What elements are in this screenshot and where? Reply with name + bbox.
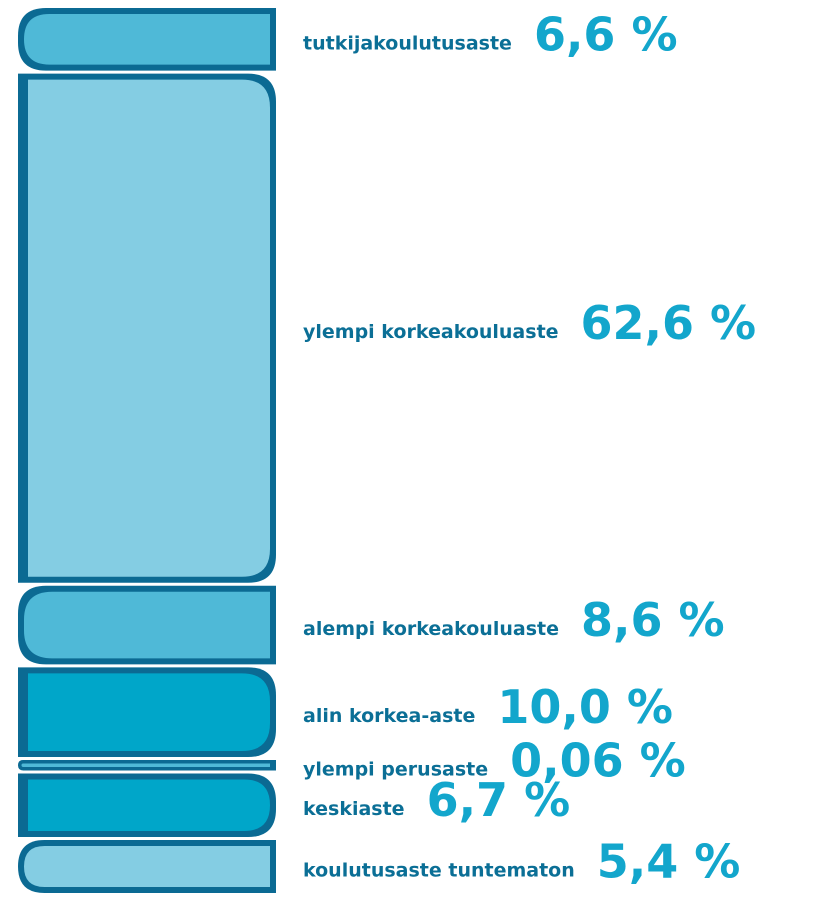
book — [18, 586, 276, 665]
value-label: 6,6 % — [534, 7, 678, 61]
book-label: ylempi korkeakouluaste 62,6 % — [303, 296, 756, 350]
book — [18, 774, 276, 837]
book — [18, 8, 276, 71]
value-label: 10,0 % — [497, 680, 673, 734]
book-pages — [24, 592, 270, 659]
value-label: 5,4 % — [597, 834, 741, 888]
book-pages — [24, 14, 270, 65]
book-pages — [21, 764, 270, 767]
book-pages — [28, 780, 270, 831]
book — [18, 74, 276, 583]
book — [18, 760, 276, 770]
book-label: koulutusaste tuntematon 5,4 % — [303, 834, 740, 888]
chart: tutkijakoulutusaste 6,6 % ylempi korkeakou… — [0, 0, 834, 901]
category-label: ylempi korkeakouluaste — [303, 321, 559, 343]
value-label: 8,6 % — [581, 593, 725, 647]
category-label: koulutusaste tuntematon — [303, 859, 575, 881]
book-pages — [28, 80, 270, 577]
book — [18, 667, 276, 757]
category-label: alin korkea-aste — [303, 705, 475, 727]
category-label: tutkijakoulutusaste — [303, 32, 512, 54]
value-label: 6,7 % — [427, 773, 571, 827]
value-label: 62,6 % — [581, 296, 757, 350]
book-label: alin korkea-aste 10,0 % — [303, 680, 673, 734]
page: tutkijakoulutusaste 6,6 % ylempi korkeakou… — [0, 0, 834, 901]
book-label: tutkijakoulutusaste 6,6 % — [303, 7, 678, 61]
book-pages — [24, 846, 270, 887]
book-pages — [28, 673, 270, 751]
category-label: keskiaste — [303, 798, 405, 820]
book-label: keskiaste 6,7 % — [303, 773, 570, 827]
book — [18, 840, 276, 893]
category-label: alempi korkeakouluaste — [303, 618, 559, 640]
book-label: alempi korkeakouluaste 8,6 % — [303, 593, 725, 647]
